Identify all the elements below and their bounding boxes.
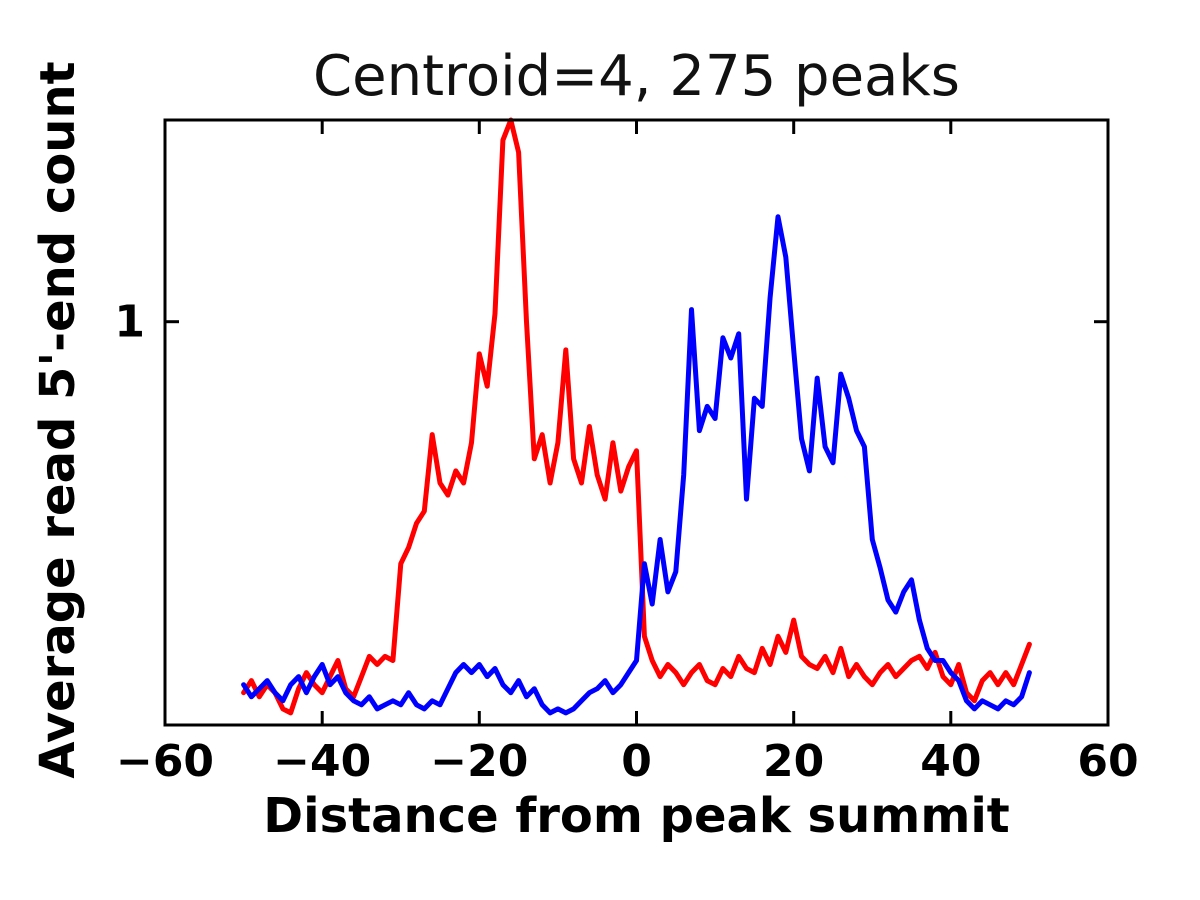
x-tick-label: 20: [763, 736, 825, 787]
y-tick-label: 1: [114, 296, 145, 348]
y-axis-label: Average read 5'-end count: [30, 61, 86, 779]
x-tick-label: 60: [1077, 736, 1139, 787]
series-line-blue: [241, 214, 1032, 716]
x-tick-label: −40: [273, 736, 372, 787]
x-tick-label: −20: [430, 736, 529, 787]
series-line-red: [241, 117, 1032, 716]
axes-spines: [163, 118, 1110, 727]
x-tick-label: 40: [920, 736, 982, 787]
chart-title: Centroid=4, 275 peaks: [313, 44, 960, 109]
x-tick-label: 0: [621, 736, 652, 787]
x-axis-label: Distance from peak summit: [263, 788, 1010, 844]
x-tick-label: −60: [115, 736, 215, 787]
